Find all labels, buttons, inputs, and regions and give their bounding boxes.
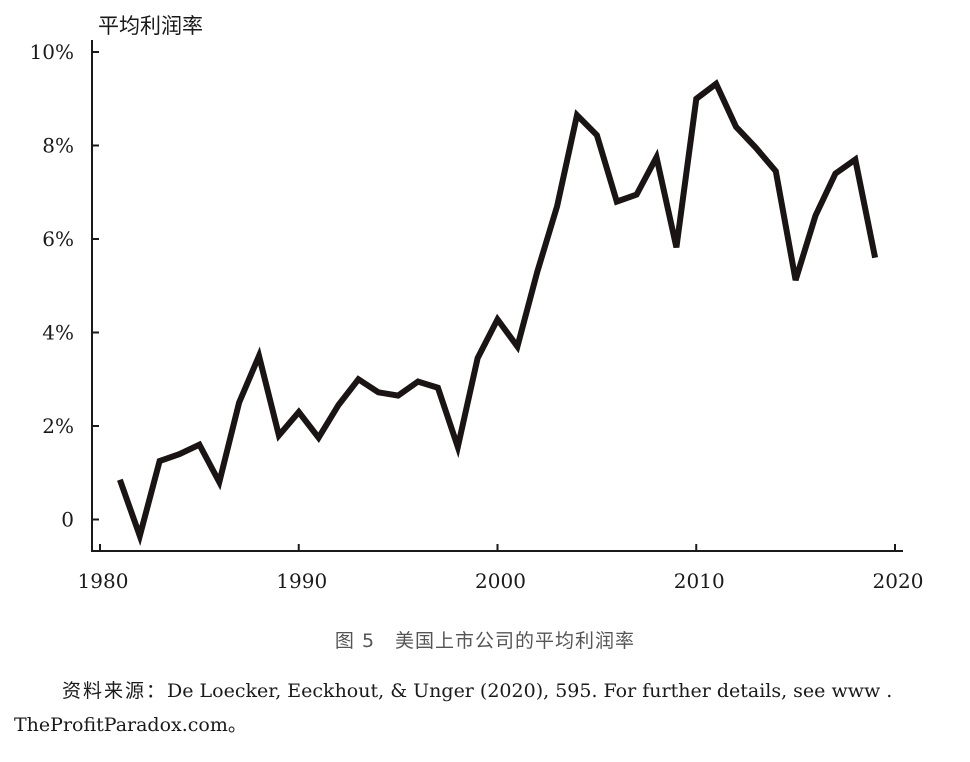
x-ticks: 1980 1990 2000 2010 2020: [78, 544, 924, 593]
x-tick-label: 1990: [276, 569, 327, 593]
data-lines: [117, 79, 879, 547]
source-label: 资料来源：: [62, 680, 168, 702]
y-ticks: 0 2% 4% 6% 8% 10%: [30, 40, 99, 532]
y-tick-label: 0: [61, 508, 74, 532]
y-tick-label: 4%: [42, 321, 74, 345]
x-tick-label: 2010: [674, 569, 725, 593]
y-tick-label: 8%: [42, 134, 74, 158]
y-tick-label: 10%: [30, 40, 74, 64]
series-line: [117, 79, 879, 547]
y-tick-label: 2%: [42, 414, 74, 438]
x-tick-label: 1980: [78, 569, 129, 593]
y-axis-label: 平均利润率: [98, 14, 203, 38]
source-note-line2: TheProfitParadox.com。: [14, 714, 247, 736]
x-tick-label: 2000: [475, 569, 526, 593]
figure-caption: 图 5 美国上市公司的平均利润率: [334, 630, 636, 652]
x-tick-label: 2020: [873, 569, 924, 593]
source-note: 资料来源：De Loecker, Eeckhout, & Unger (2020…: [62, 676, 892, 703]
y-tick-label: 6%: [42, 227, 74, 251]
source-text: De Loecker, Eeckhout, & Unger (2020), 59…: [167, 680, 893, 702]
profit-rate-chart: 平均利润率 0 2% 4% 6% 8% 10% 1980 1990 2000 2010 2020: [30, 14, 924, 593]
